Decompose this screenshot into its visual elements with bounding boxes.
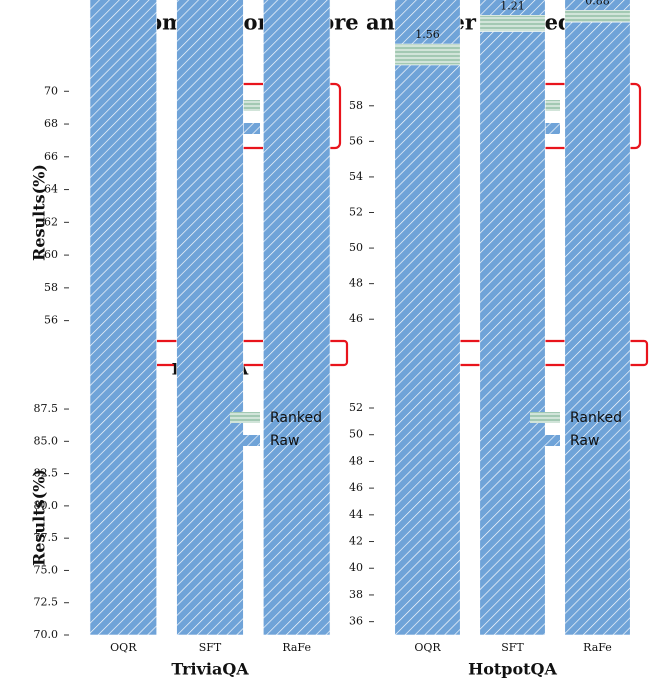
data-label: 0.88	[585, 0, 610, 7]
y-tick-label: 70	[44, 84, 58, 97]
y-tick-label: 46	[349, 312, 363, 325]
y-tick-label: 62	[44, 215, 58, 228]
y-tick-label: 56	[44, 314, 58, 327]
y-tick-label: 85.0	[34, 434, 59, 447]
legend-swatch-hatch	[230, 412, 260, 423]
legend-label: Raw	[270, 433, 299, 449]
x-tick-label: SFT	[199, 641, 222, 654]
y-tick-label: 70.0	[34, 628, 59, 641]
bar-segment	[479, 15, 546, 32]
x-tick-label: SFT	[501, 641, 524, 654]
y-tick-label: 66	[44, 150, 58, 163]
bar-hatch	[479, 31, 546, 636]
data-label: 1.56	[415, 28, 440, 41]
bar-segment	[394, 43, 461, 66]
legend-swatch-hatch	[530, 412, 560, 423]
y-tick-label: 48	[349, 454, 363, 467]
legend-swatch-hatch	[230, 100, 260, 111]
y-tick-label: 87.5	[34, 402, 59, 415]
y-tick-label: 80.0	[34, 499, 59, 512]
y-tick-label: 38	[349, 588, 363, 601]
y-tick-label: 64	[44, 183, 58, 196]
legend-label: Ranked	[570, 410, 622, 426]
x-tick-label: OQR	[110, 641, 137, 654]
y-tick-label: 82.5	[34, 467, 59, 480]
y-tick-label: 77.5	[34, 531, 59, 544]
bar-hatch	[176, 0, 244, 636]
bar-hatch	[262, 0, 331, 636]
y-tick-label: 56	[349, 134, 363, 147]
legend-swatch-hatch	[530, 435, 560, 446]
legend-swatch-hatch	[230, 123, 260, 134]
x-tick-label: RaFe	[282, 641, 311, 654]
x-tick-label: OQR	[414, 641, 441, 654]
y-tick-label: 40	[349, 561, 363, 574]
y-tick-label: 46	[349, 481, 363, 494]
legend-label: Ranked	[270, 410, 322, 426]
y-tick-label: 52	[349, 206, 363, 219]
bar-segment	[564, 21, 631, 636]
y-tick-label: 68	[44, 117, 58, 130]
bar-segment	[479, 31, 546, 636]
x-axis-label: HotpotQA	[468, 660, 557, 679]
bar-hatch	[89, 0, 157, 636]
bar-hatch	[394, 64, 461, 636]
y-tick-label: 54	[349, 170, 363, 183]
bar-segment	[89, 0, 157, 636]
x-axis-label: TriviaQA	[171, 660, 249, 679]
data-label: 1.21	[500, 0, 525, 12]
legend-swatch-hatch	[230, 435, 260, 446]
bar-segment	[394, 64, 461, 636]
y-axis-label: Results(%)	[30, 469, 49, 566]
y-tick-label: 52	[349, 401, 363, 414]
bar-segment	[262, 0, 331, 636]
bar-hatch	[564, 21, 631, 636]
y-tick-label: 58	[44, 281, 58, 294]
y-tick-label: 50	[349, 241, 363, 254]
y-tick-label: 48	[349, 277, 363, 290]
y-tick-label: 50	[349, 428, 363, 441]
bar-hatch	[394, 43, 461, 66]
bar-segment	[564, 10, 631, 23]
legend-label: Raw	[570, 433, 599, 449]
y-tick-label: 75.0	[34, 563, 59, 576]
y-tick-label: 42	[349, 535, 363, 548]
y-tick-label: 44	[349, 508, 363, 521]
y-axis-label: Results(%)	[30, 164, 49, 261]
y-tick-label: 36	[349, 615, 363, 628]
bar-hatch	[479, 15, 546, 32]
y-tick-label: 60	[44, 248, 58, 261]
y-tick-label: 72.5	[34, 596, 59, 609]
bar-hatch	[564, 10, 631, 23]
bar-segment	[176, 0, 244, 636]
y-tick-label: 58	[349, 99, 363, 112]
x-tick-label: RaFe	[583, 641, 612, 654]
